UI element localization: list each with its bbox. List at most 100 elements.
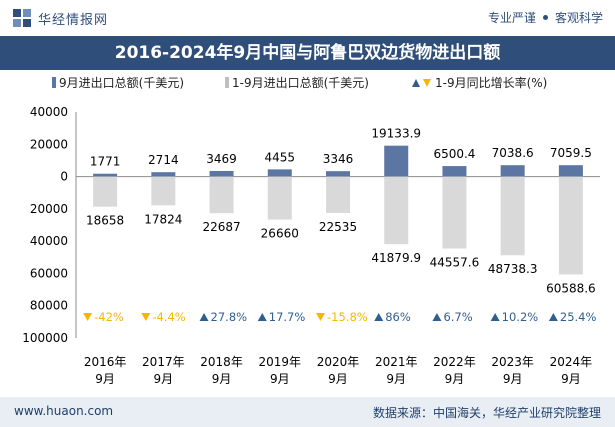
bar-monthly bbox=[93, 173, 118, 177]
bar-monthly bbox=[209, 170, 234, 177]
x-tick-label: 2018年 bbox=[200, 355, 243, 369]
value-label-monthly: 7038.6 bbox=[492, 146, 534, 160]
bar-monthly bbox=[442, 166, 467, 177]
x-tick-label: 2019年 bbox=[259, 355, 302, 369]
rate-label: 27.8% bbox=[211, 310, 248, 324]
x-tick-label: 2024年 bbox=[550, 355, 593, 369]
bar-cumulative bbox=[267, 176, 292, 220]
x-tick-label: 9月 bbox=[445, 372, 465, 386]
footer-site-link[interactable]: www.huaon.com bbox=[14, 404, 114, 418]
legend-label: 1-9月同比增长率(%) bbox=[435, 75, 547, 90]
legend-label: 9月进出口总额(千美元) bbox=[59, 76, 184, 90]
bar-cumulative bbox=[93, 176, 118, 207]
x-tick-label: 9月 bbox=[212, 372, 232, 386]
legend-label: 1-9月进出口总额(千美元) bbox=[232, 76, 369, 90]
x-tick-label: 9月 bbox=[503, 372, 523, 386]
brand[interactable]: 华经情报网 bbox=[12, 7, 108, 29]
y-tick-label: 20000 bbox=[30, 137, 68, 151]
x-tick-label: 9月 bbox=[270, 372, 290, 386]
rate-up-triangle-icon bbox=[374, 313, 384, 321]
title-bar: 2016-2024年9月中国与阿鲁巴双边货物进出口额 bbox=[0, 36, 615, 70]
value-label-monthly: 1771 bbox=[90, 155, 121, 169]
value-label-cumulative: 22687 bbox=[202, 220, 240, 234]
bar-monthly bbox=[151, 172, 176, 177]
brand-name: 华经情报网 bbox=[38, 12, 109, 28]
value-label-monthly: 7059.5 bbox=[550, 146, 592, 160]
tagline-left: 专业严谨 bbox=[487, 11, 536, 25]
bar-cumulative bbox=[558, 176, 583, 275]
value-label-monthly: 3346 bbox=[323, 152, 354, 166]
value-label-monthly: 2714 bbox=[148, 153, 179, 167]
value-label-cumulative: 26660 bbox=[261, 227, 299, 241]
x-tick-label: 2020年 bbox=[317, 355, 360, 369]
y-tick-label: 100000 bbox=[22, 331, 68, 345]
legend-swatch-cumulative bbox=[225, 77, 229, 88]
x-tick-label: 9月 bbox=[154, 372, 174, 386]
tagline-separator-icon bbox=[542, 15, 548, 20]
brand-logo-icon bbox=[13, 9, 31, 27]
rate-down-triangle-icon bbox=[83, 313, 93, 321]
rate-label: 86% bbox=[385, 310, 411, 324]
rate-up-triangle-icon bbox=[432, 313, 442, 321]
y-tick-label: 40000 bbox=[30, 105, 68, 119]
rate-label: 10.2% bbox=[502, 310, 539, 324]
value-label-monthly: 6500.4 bbox=[433, 147, 475, 161]
rate-label: -4.4% bbox=[152, 310, 185, 324]
bar-cumulative bbox=[326, 176, 350, 213]
value-label-cumulative: 44557.6 bbox=[430, 256, 480, 270]
value-label-cumulative: 60588.6 bbox=[546, 281, 596, 295]
x-tick-label: 9月 bbox=[386, 372, 406, 386]
rate-up-triangle-icon bbox=[548, 313, 558, 321]
top-bar: 华经情报网 专业严谨 客观科学 bbox=[0, 0, 615, 36]
rate-label: -15.8% bbox=[327, 310, 368, 324]
rate-label: 25.4% bbox=[560, 310, 597, 324]
value-label-cumulative: 18658 bbox=[86, 214, 124, 228]
y-tick-label: 20000 bbox=[30, 202, 68, 216]
bar-monthly bbox=[384, 145, 409, 177]
value-label-cumulative: 17824 bbox=[144, 212, 182, 226]
y-tick-label: 40000 bbox=[30, 234, 68, 248]
bar-monthly bbox=[267, 169, 292, 177]
tagline-right: 客观科学 bbox=[554, 11, 603, 25]
legend-down-triangle-icon bbox=[423, 79, 431, 87]
bar-cumulative bbox=[500, 176, 525, 256]
bar-monthly bbox=[558, 165, 583, 177]
x-tick-label: 9月 bbox=[561, 372, 581, 386]
y-tick-label: 80000 bbox=[30, 299, 68, 313]
rate-down-triangle-icon bbox=[141, 313, 151, 321]
rate-label: -42% bbox=[94, 310, 124, 324]
y-tick-label: 0 bbox=[60, 170, 68, 184]
value-label-cumulative: 22535 bbox=[319, 220, 357, 234]
bar-cumulative bbox=[209, 176, 234, 214]
value-label-monthly: 3469 bbox=[206, 152, 237, 166]
value-label-monthly: 4455 bbox=[265, 150, 296, 164]
bar-cumulative bbox=[151, 176, 176, 206]
rate-down-triangle-icon bbox=[316, 313, 325, 321]
bar-cumulative bbox=[442, 176, 467, 249]
chart: 40000 20000 0 20000 40000 60000 80000 100000 9月进… bbox=[22, 75, 600, 386]
footer-source: 数据来源：中国海关，华经产业研究院整理 bbox=[372, 406, 601, 420]
rate-label: 17.7% bbox=[269, 310, 306, 324]
rate-up-triangle-icon bbox=[199, 313, 209, 321]
legend-up-triangle-icon bbox=[412, 79, 420, 87]
chart-title: 2016-2024年9月中国与阿鲁巴双边货物进出口额 bbox=[114, 43, 501, 63]
y-tick-label: 60000 bbox=[30, 266, 68, 280]
value-label-cumulative: 41879.9 bbox=[371, 251, 421, 265]
x-tick-label: 9月 bbox=[328, 372, 348, 386]
x-tick-label: 2017年 bbox=[142, 355, 185, 369]
rate-up-triangle-icon bbox=[257, 313, 267, 321]
rate-up-triangle-icon bbox=[490, 313, 500, 321]
rate-label: 6.7% bbox=[443, 310, 472, 324]
value-label-monthly: 19133.9 bbox=[371, 127, 421, 141]
x-tick-label: 9月 bbox=[95, 372, 115, 386]
x-tick-label: 2016年 bbox=[84, 355, 127, 369]
x-tick-label: 2021年 bbox=[375, 355, 418, 369]
x-tick-label: 2022年 bbox=[433, 355, 476, 369]
bar-monthly bbox=[326, 171, 350, 177]
x-tick-label: 2023年 bbox=[491, 355, 534, 369]
footer: www.huaon.com 数据来源：中国海关，华经产业研究院整理 bbox=[0, 397, 615, 427]
legend-swatch-monthly bbox=[52, 77, 56, 88]
value-label-cumulative: 48738.3 bbox=[488, 262, 538, 276]
tagline: 专业严谨 客观科学 bbox=[488, 9, 603, 26]
